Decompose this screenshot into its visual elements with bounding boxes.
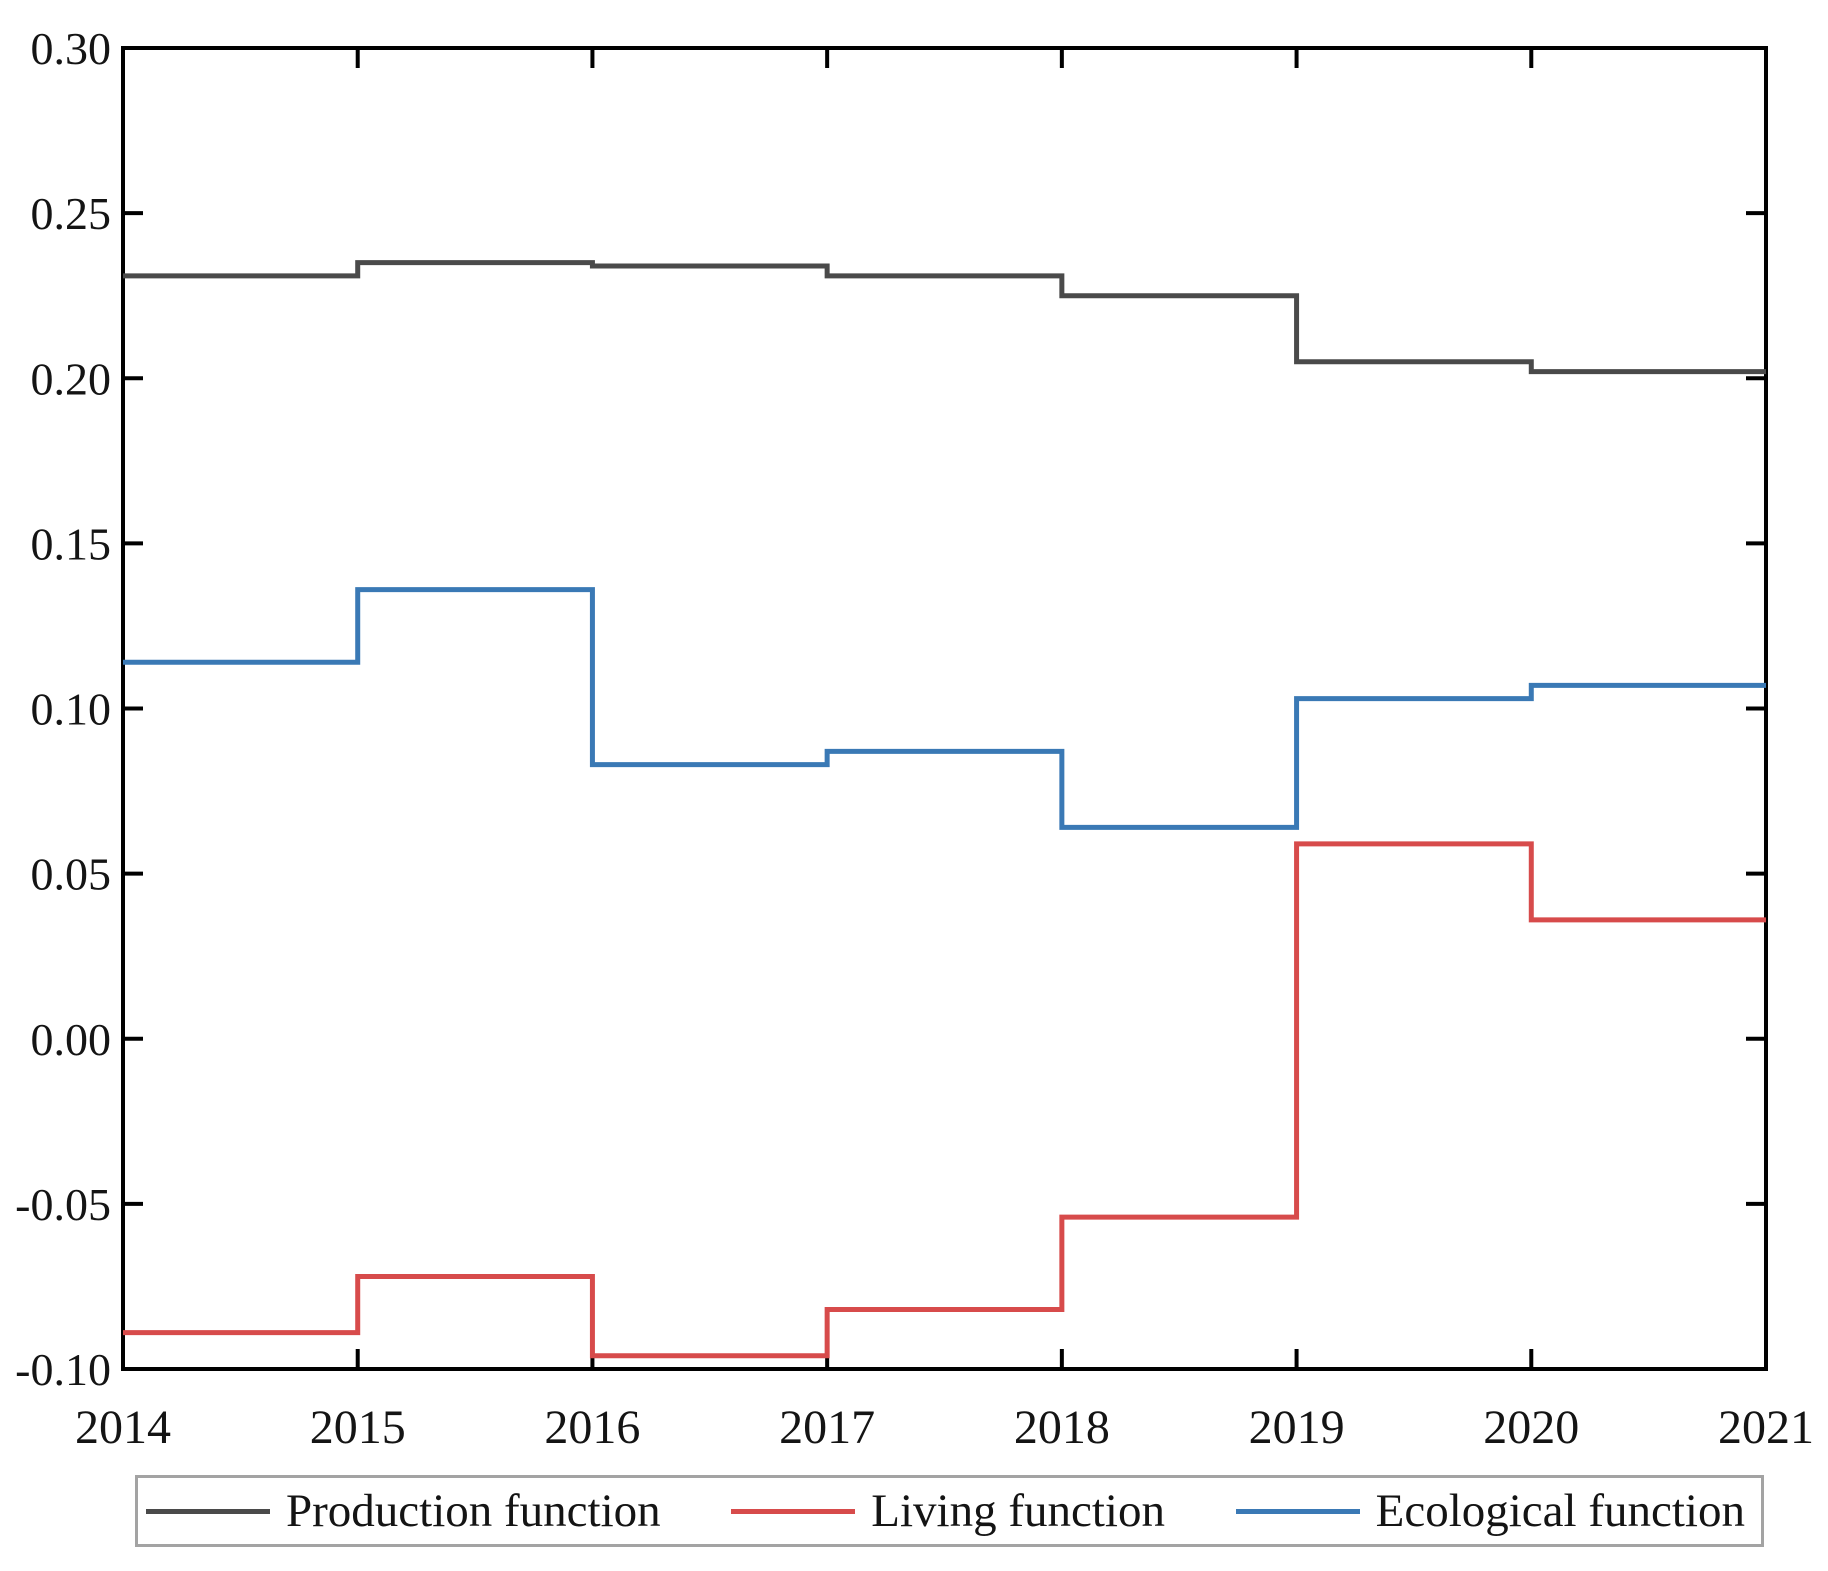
x-tick-label: 2021 [1718, 1401, 1814, 1454]
x-tick-label: 2016 [544, 1401, 640, 1454]
legend-entry-ecological-function: Ecological function [1235, 1484, 1745, 1538]
series-line-ecological-function [123, 587, 1766, 830]
x-tick-label: 2019 [1249, 1401, 1345, 1454]
y-tick-label: 0.00 [31, 1014, 112, 1065]
y-tick-label: 0.20 [31, 353, 112, 404]
legend-label-ecological: Ecological function [1375, 1485, 1745, 1537]
x-tick-label: 2020 [1483, 1401, 1579, 1454]
x-tick-label: 2014 [75, 1401, 171, 1454]
series-line-living-function [123, 841, 1766, 1359]
y-tick-label: -0.05 [15, 1179, 111, 1230]
plot-border [121, 46, 1768, 1371]
chart-legend: Production function Living function Ecol… [135, 1475, 1764, 1547]
y-tick-label: 0.15 [31, 518, 112, 569]
x-tick-label: 2017 [779, 1401, 875, 1454]
legend-label-production: Production function [286, 1485, 661, 1537]
legend-line-swatch-ecological [1235, 1508, 1360, 1514]
legend-entry-production-function: Production function [146, 1484, 661, 1538]
legend-line-swatch-living [731, 1508, 856, 1514]
y-tick-label: 0.25 [31, 188, 112, 239]
legend-line-swatch-production [146, 1508, 270, 1514]
x-tick-label: 2018 [1014, 1401, 1110, 1454]
y-tick-label: 0.05 [31, 849, 112, 900]
legend-label-living: Living function [871, 1485, 1165, 1537]
y-tick-label: -0.10 [15, 1344, 111, 1395]
series-line-production-function [123, 260, 1766, 375]
y-tick-label: 0.10 [31, 684, 112, 735]
legend-entry-living-function: Living function [731, 1484, 1165, 1538]
y-tick-label: 0.30 [31, 23, 112, 74]
x-tick-label: 2015 [310, 1401, 406, 1454]
